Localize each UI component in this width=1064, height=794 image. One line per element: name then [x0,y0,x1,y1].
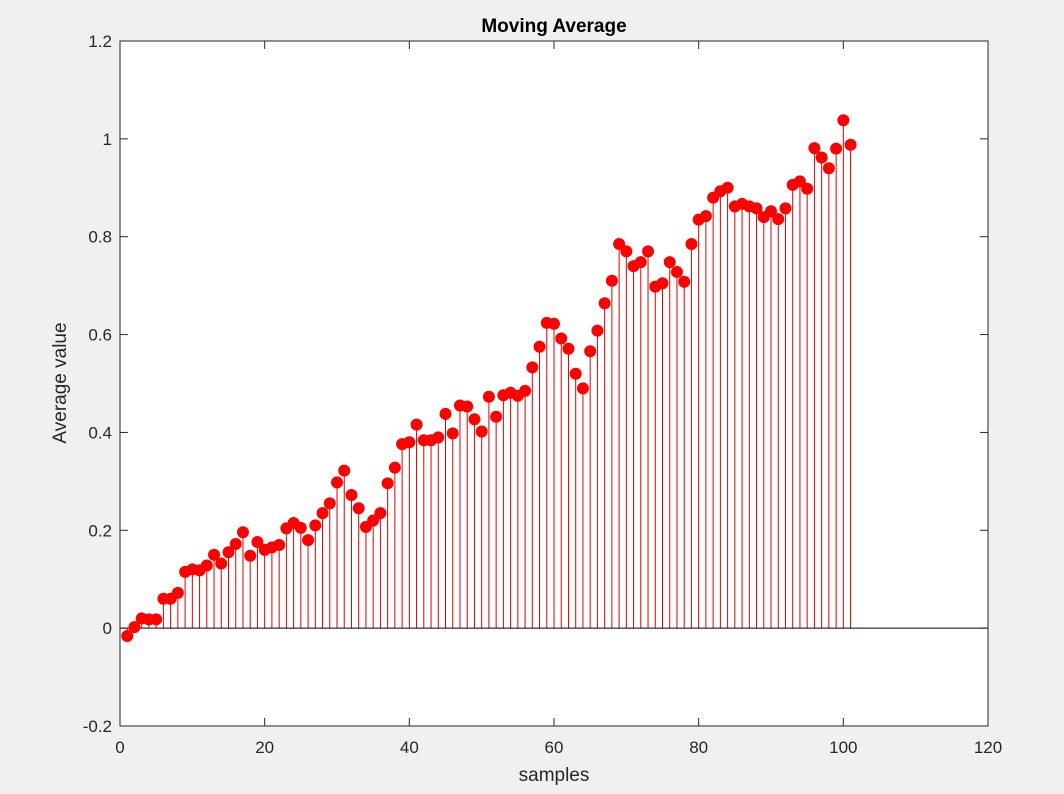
data-point [323,497,336,510]
x-axis-label: samples [519,765,590,786]
data-point [302,534,315,547]
data-point [815,151,828,164]
data-point [793,175,806,188]
chart-title: Moving Average [481,16,626,37]
data-point [584,345,597,358]
data-point [381,477,394,490]
data-point [634,256,647,269]
data-point [446,427,459,440]
data-point [331,476,343,489]
data-point [482,390,495,403]
data-point [128,621,141,634]
data-point [461,400,474,413]
y-axis-label: Average value [50,322,71,443]
data-point [229,537,242,550]
x-tick-label: 60 [545,738,564,757]
x-tick-label: 100 [829,738,857,757]
data-point [642,245,655,258]
data-point [251,536,264,549]
x-tick-label: 40 [400,738,419,757]
x-tick-label: 80 [689,738,708,757]
data-point [822,162,835,175]
data-point [620,245,633,258]
data-point [367,514,380,527]
ticks-group: 0 20 40 60 80 100 120-0.200.20.40.60.811.2 [83,32,1002,757]
data-point [750,202,763,215]
data-point [374,507,387,520]
data-point [772,213,785,226]
data-point [779,202,792,215]
data-point [121,629,134,642]
data-point [765,205,777,218]
y-tick-label: 0 [103,619,112,638]
data-point [171,586,184,599]
data-point [576,382,589,395]
data-point [208,548,221,561]
data-point [236,526,249,539]
data-point [678,275,691,288]
data-point [309,519,322,532]
data-point [569,367,582,380]
x-tick-label: 0 [115,738,124,757]
data-point [526,361,539,374]
data-point [605,274,618,287]
data-point [150,613,163,626]
markers-group [121,114,857,642]
data-point [562,342,575,355]
y-tick-label: 1 [103,130,112,149]
data-point [200,559,213,572]
data-point [548,317,560,330]
data-point [844,138,857,151]
data-point [410,418,423,431]
data-point [403,436,416,449]
data-point [591,324,604,337]
data-point [338,464,351,477]
data-point [801,182,814,195]
data-point [475,425,488,438]
data-point [316,507,329,520]
stems-group [126,120,852,636]
data-point [670,265,683,278]
data-point [663,256,676,269]
data-point [352,502,365,515]
data-point [555,332,568,345]
data-point [830,142,843,155]
data-point [519,384,532,397]
y-tick-label: 1.2 [88,32,112,51]
x-tick-label: 20 [255,738,274,757]
y-tick-label: 0.8 [88,228,112,247]
data-point [837,114,850,127]
data-point [432,431,445,444]
y-tick-label: -0.2 [83,717,112,736]
data-point [721,181,734,194]
y-tick-label: 0.6 [88,326,112,345]
data-point [656,277,669,290]
data-point [699,210,712,223]
data-point [388,461,401,474]
data-point [613,238,626,251]
data-point [244,549,257,562]
data-point [215,557,228,570]
data-point [294,521,307,534]
x-tick-label: 120 [974,738,1002,757]
data-point [685,238,698,251]
data-point [533,340,546,353]
data-point [222,546,235,559]
data-point [345,489,358,502]
data-point [598,297,611,310]
data-point [468,413,481,426]
data-point [273,538,286,551]
data-point [439,407,452,420]
data-point [490,410,503,423]
data-point [808,142,821,155]
y-tick-label: 0.4 [88,423,112,442]
y-tick-label: 0.2 [88,521,112,540]
